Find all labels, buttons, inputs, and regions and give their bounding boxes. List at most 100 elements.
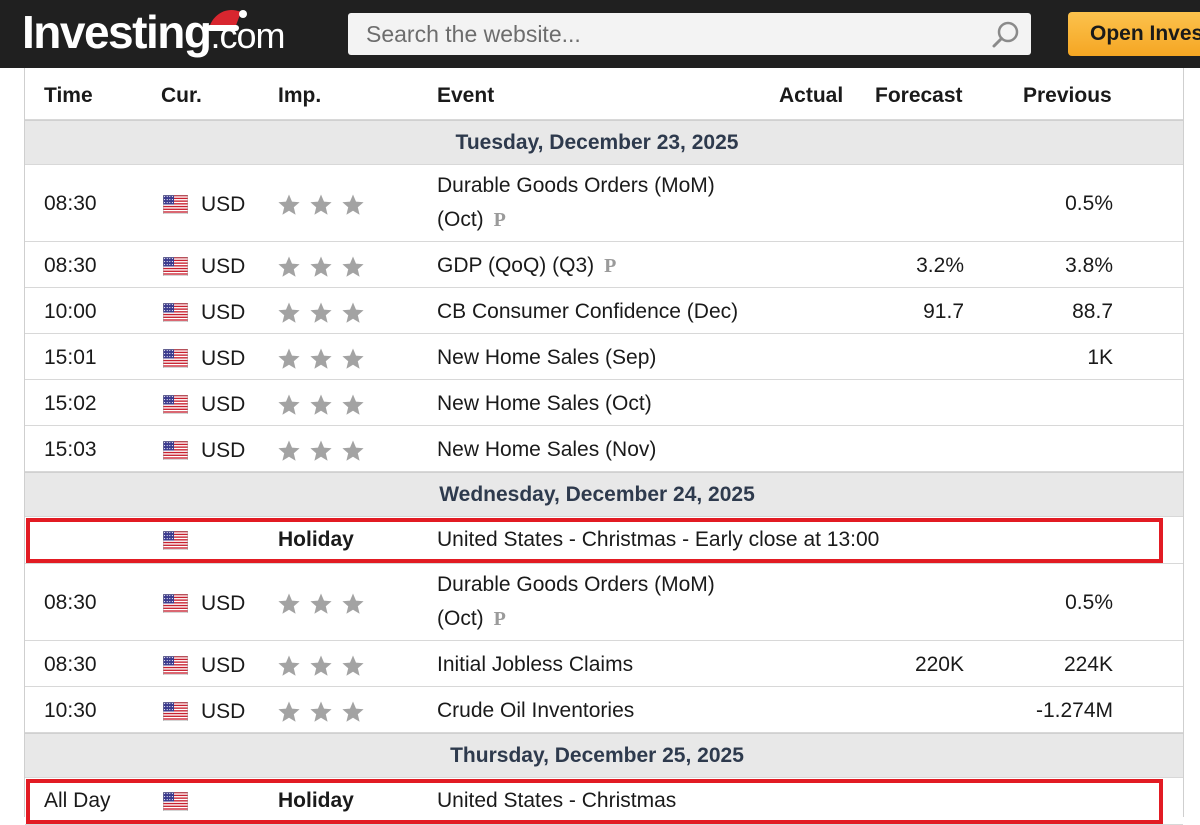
column-header-forecast[interactable]: Forecast	[875, 84, 963, 107]
importance-stars	[277, 193, 365, 217]
logo-wordmark: Investing	[22, 6, 212, 58]
event-currency: USD	[201, 255, 246, 278]
preliminary-p-icon: P	[604, 255, 617, 277]
us-flag-icon	[163, 702, 188, 721]
event-name-text: GDP (QoQ) (Q3)	[437, 254, 595, 277]
us-flag-icon	[163, 303, 188, 322]
search-icon[interactable]	[991, 20, 1021, 50]
us-flag-icon	[163, 531, 188, 550]
star-icon	[310, 655, 332, 676]
event-row[interactable]: 08:30 USD Initial Jobless Claims 220K 224K	[25, 641, 1183, 687]
star-icon	[278, 302, 300, 323]
event-name-line1: Durable Goods Orders (MoM)	[437, 573, 715, 596]
star-icon	[342, 348, 364, 369]
importance-stars	[277, 592, 365, 616]
event-name[interactable]: GDP (QoQ) (Q3) P	[437, 254, 616, 278]
event-row[interactable]: 15:03 USD New Home Sales (Nov)	[25, 426, 1183, 472]
event-row[interactable]: 10:30 USD Crude Oil Inventories -1.274M	[25, 687, 1183, 733]
star-icon	[278, 593, 300, 614]
star-icon	[342, 655, 364, 676]
event-name-line2: (Oct) P	[437, 602, 715, 636]
column-header-actual[interactable]: Actual	[779, 84, 844, 107]
event-name[interactable]: New Home Sales (Oct)	[437, 392, 652, 416]
event-name-line2: (Oct) P	[437, 203, 715, 237]
star-icon	[310, 440, 332, 461]
event-time: 15:03	[44, 438, 97, 461]
previous-value: -1.274M	[1035, 699, 1113, 722]
importance-stars	[277, 654, 365, 678]
column-header-event[interactable]: Event	[437, 84, 495, 107]
investing-logo[interactable]: Investing .com	[22, 4, 285, 60]
holiday-highlight-box	[26, 779, 1163, 824]
date-label: Tuesday, December 23, 2025	[455, 131, 739, 154]
date-label: Thursday, December 25, 2025	[450, 744, 744, 767]
star-icon	[342, 440, 364, 461]
importance-stars	[277, 347, 365, 371]
top-navigation-bar: Investing .com Open Investing Account	[0, 0, 1200, 68]
importance-stars	[277, 439, 365, 463]
event-currency: USD	[201, 439, 246, 462]
event-name-text: Initial Jobless Claims	[437, 653, 634, 676]
holiday-row[interactable]: Holiday United States - Christmas - Early…	[25, 517, 1183, 564]
star-icon	[278, 655, 300, 676]
event-name[interactable]: United States - Christmas	[437, 789, 677, 812]
star-icon	[342, 302, 364, 323]
preliminary-p-icon: P	[493, 209, 506, 231]
event-name[interactable]: United States - Christmas - Early close …	[437, 528, 880, 551]
event-row[interactable]: 15:01 USD New Home Sales (Sep) 1K	[25, 334, 1183, 380]
event-name[interactable]: CB Consumer Confidence (Dec)	[437, 300, 738, 324]
importance-stars	[277, 700, 365, 724]
event-name-text: New Home Sales (Oct)	[437, 392, 652, 415]
holiday-label: Holiday	[278, 528, 354, 551]
importance-stars	[277, 255, 365, 279]
star-icon	[310, 394, 332, 415]
event-name-line2-text: (Oct)	[437, 208, 484, 231]
event-time: 08:30	[44, 254, 97, 277]
open-account-button[interactable]: Open Investing Account	[1068, 12, 1200, 56]
previous-value: 88.7	[1072, 300, 1113, 323]
event-currency: USD	[201, 393, 246, 416]
event-name[interactable]: New Home Sales (Sep)	[437, 346, 656, 370]
event-name-text: New Home Sales (Sep)	[437, 346, 657, 369]
event-row[interactable]: 10:00 USD CB Consumer Confidence (Dec) 91.7…	[25, 288, 1183, 334]
star-icon	[342, 701, 364, 722]
column-header-previous[interactable]: Previous	[1023, 84, 1112, 107]
search-input[interactable]	[348, 13, 986, 55]
event-row[interactable]: 08:30 USD Durable Goods Orders (MoM) (Oct) P…	[25, 165, 1183, 242]
event-time: 10:30	[44, 699, 97, 722]
star-icon	[310, 593, 332, 614]
event-row[interactable]: 08:30 USD Durable Goods Orders (MoM) (Oct) P…	[25, 564, 1183, 641]
star-icon	[310, 302, 332, 323]
event-row[interactable]: 15:02 USD New Home Sales (Oct)	[25, 380, 1183, 426]
previous-value: 0.5%	[1065, 192, 1113, 215]
holiday-label: Holiday	[278, 789, 354, 812]
us-flag-icon	[163, 257, 188, 276]
forecast-value: 3.2%	[916, 254, 964, 277]
event-name-text: New Home Sales (Nov)	[437, 438, 657, 461]
us-flag-icon	[163, 195, 188, 214]
event-name[interactable]: Initial Jobless Claims	[437, 653, 633, 677]
santa-hat-icon	[207, 9, 247, 31]
event-time: 15:02	[44, 392, 97, 415]
column-header-importance[interactable]: Imp.	[278, 84, 322, 107]
event-name[interactable]: Durable Goods Orders (MoM) (Oct) P	[437, 169, 715, 237]
event-currency: USD	[201, 193, 246, 216]
date-label: Wednesday, December 24, 2025	[439, 483, 755, 506]
event-name[interactable]: Durable Goods Orders (MoM) (Oct) P	[437, 568, 715, 636]
table-header-row: Time Cur. Imp. Event Actual Forecast Pre…	[25, 68, 1183, 120]
column-header-time[interactable]: Time	[44, 84, 93, 107]
column-header-currency[interactable]: Cur.	[161, 84, 202, 107]
event-name[interactable]: Crude Oil Inventories	[437, 699, 634, 723]
us-flag-icon	[163, 441, 188, 460]
us-flag-icon	[163, 594, 188, 613]
us-flag-icon	[163, 656, 188, 675]
us-flag-icon	[163, 349, 188, 368]
event-name[interactable]: New Home Sales (Nov)	[437, 438, 656, 462]
star-icon	[278, 701, 300, 722]
forecast-value: 91.7	[923, 300, 964, 323]
event-row[interactable]: 08:30 USD GDP (QoQ) (Q3) P 3.2% 3.8%	[25, 242, 1183, 288]
star-icon	[342, 593, 364, 614]
previous-value: 0.5%	[1065, 591, 1113, 614]
previous-value: 3.8%	[1065, 254, 1113, 277]
holiday-highlight-box	[26, 518, 1163, 563]
